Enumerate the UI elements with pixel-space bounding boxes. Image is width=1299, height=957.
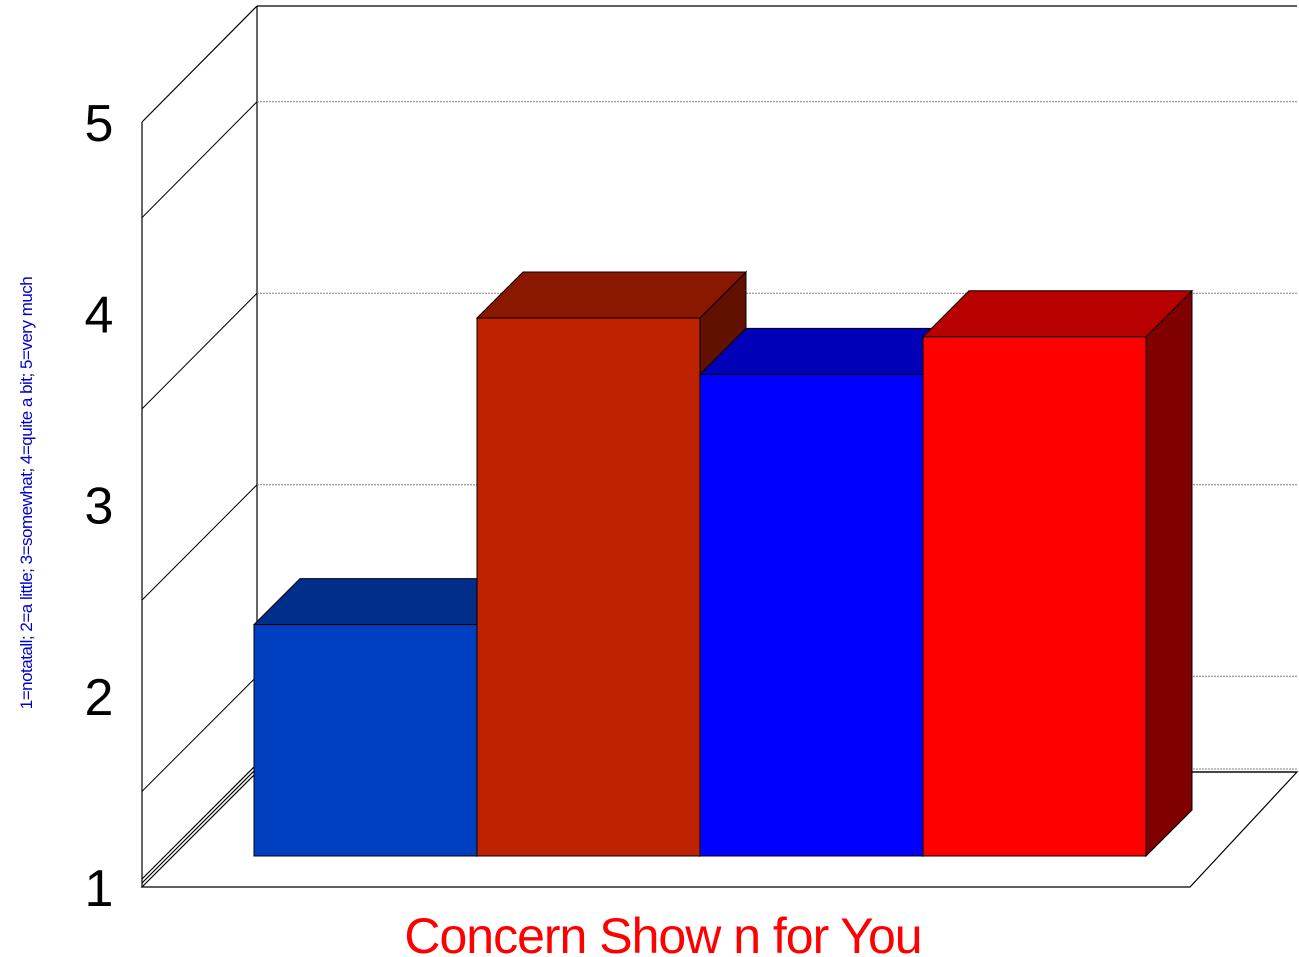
y-tick-label: 5 <box>85 95 114 153</box>
y-tick-label: 2 <box>85 669 114 727</box>
bar-front <box>476 317 701 857</box>
bar-front <box>699 373 924 857</box>
bar-4 <box>921 289 1194 858</box>
bar-front <box>922 336 1147 857</box>
x-axis-label: Concern Show n for You <box>404 908 921 957</box>
bar-side <box>1145 289 1193 858</box>
y-tick-labels: 1 2 3 4 5 <box>85 95 114 918</box>
floor-edge-inner-2 <box>141 763 258 880</box>
gridline-side <box>141 292 258 410</box>
bars <box>252 270 1194 858</box>
y-tick-label: 1 <box>85 860 114 918</box>
gridline-side <box>141 675 258 792</box>
left-wall-top-edge <box>141 5 258 123</box>
y-tick-label: 4 <box>85 286 114 344</box>
floor-edge-inner <box>141 767 258 884</box>
y-tick-label: 3 <box>85 478 114 536</box>
gridline-side <box>141 484 258 601</box>
bar-top <box>475 271 748 319</box>
bar-top <box>921 290 1194 338</box>
y-axis-label: 1=notatall; 2=a little; 3=somewhat; 4=qu… <box>17 277 36 710</box>
gridline-side <box>141 101 258 218</box>
bar-front <box>253 624 478 857</box>
